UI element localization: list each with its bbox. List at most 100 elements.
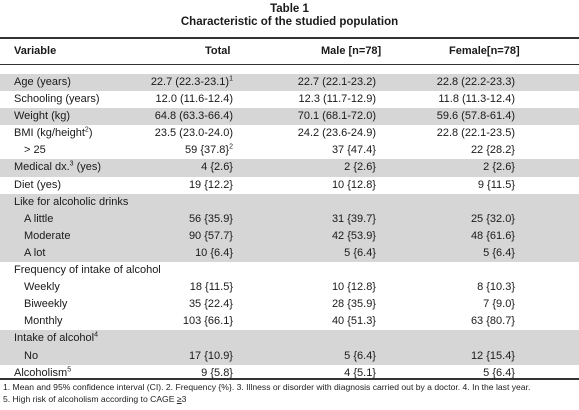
table-row: Diet (yes) 19 {12.2} 10 {12.8} 9 {11.5}	[0, 177, 579, 194]
row-total: 17 {10.9}	[188, 349, 233, 362]
row-male: 31 {39.7}	[331, 212, 376, 225]
header-male: Male [n=78]	[321, 45, 382, 57]
table-row: Frequency of intake of alcohol	[0, 262, 579, 279]
row-female: 7 {9.0}	[483, 298, 515, 311]
row-female: 59.6 (57.8-61.4)	[436, 110, 515, 123]
table-body: Age (years) 22.7 (22.3-23.1)1 22.7 (22.1-2…	[0, 74, 579, 382]
footnote-ref: 5	[67, 365, 72, 373]
row-female: 48 {61.6}	[470, 229, 515, 242]
row-variable: Weekly	[24, 281, 60, 294]
footnote-line-1: 1. Mean and 95% confidence interval (CI)…	[3, 382, 531, 392]
table-caption: Table 1 Characteristic of the studied po…	[0, 0, 579, 29]
row-total: 12.0 (11.6-12.4)	[155, 93, 233, 106]
row-female: 11.8 (11.3-12.4)	[438, 93, 515, 106]
row-male: 5 {6.4}	[344, 246, 376, 259]
row-female: 22.8 (22.1-23.5)	[436, 127, 515, 140]
row-total: 64.8 (63.3-66.4)	[154, 110, 233, 123]
row-variable: Intake of alcohol4	[14, 331, 99, 345]
table-row: BMI (kg/height2) 23.5 (23.0-24.0) 24.2 (23…	[0, 125, 579, 142]
row-variable: Medical dx.3 (yes)	[14, 160, 102, 174]
table-row: Biweekly 35 {22.4} 28 {35.9} 7 {9.0}	[0, 296, 579, 313]
table-row: Like for alcoholic drinks	[0, 193, 579, 211]
row-female: 2 {2.6}	[483, 161, 515, 174]
row-total: 59 {37.8}2	[185, 143, 233, 157]
row-female: 5 {6.4}	[483, 246, 515, 259]
row-variable: Schooling (years)	[14, 93, 100, 106]
table-row: Weekly 18 {11.5} 10 {12.8} 8 {10.3}	[0, 279, 579, 296]
table-footnotes: 1. Mean and 95% confidence interval (CI)…	[3, 381, 578, 405]
row-variable: Weight (kg)	[14, 110, 71, 123]
row-total: 90 {57.7}	[188, 229, 233, 242]
table-row: Age (years) 22.7 (22.3-23.1)1 22.7 (22.1-2…	[0, 74, 579, 92]
footnote-ref: 2	[84, 126, 89, 134]
row-variable: Moderate	[24, 229, 71, 242]
row-variable: A lot	[24, 246, 46, 259]
row-total: 22.7 (22.3-23.1)1	[150, 75, 233, 88]
row-variable: No	[24, 349, 39, 362]
table-title: Characteristic of the studied population	[180, 16, 399, 28]
row-female: 12 {15.4}	[470, 349, 515, 362]
row-total: 35 {22.4}	[188, 298, 233, 311]
footnote-ref: 4	[94, 331, 99, 339]
table-row: No 17 {10.9} 5 {6.4} 12 {15.4}	[0, 347, 579, 365]
row-variable: Alcoholism5	[14, 365, 72, 379]
table-header: Variable Total Male [n=78] Female[n=78]	[0, 40, 579, 62]
row-variable: A little	[24, 212, 54, 225]
row-total: 19 {12.2}	[188, 178, 233, 191]
row-male: 10 {12.8}	[331, 178, 376, 191]
table-row: Weight (kg) 64.8 (63.3-66.4) 70.1 (68.1-72…	[0, 108, 579, 126]
table-row: Moderate 90 {57.7} 42 {53.9} 48 {61.6}	[0, 227, 579, 245]
row-variable: Like for alcoholic drinks	[14, 195, 129, 208]
header-total: Total	[205, 45, 231, 57]
table-row: Schooling (years) 12.0 (11.6-12.4) 12.3 (1…	[0, 91, 579, 108]
row-male: 5 {6.4}	[344, 349, 376, 362]
row-male: 22.7 (22.1-23.2)	[297, 76, 376, 88]
row-male: 42 {53.9}	[331, 229, 376, 242]
footnote-ref: 2	[229, 143, 233, 151]
header-female: Female[n=78]	[449, 45, 520, 57]
top-rule	[0, 37, 579, 39]
table-label: Table 1	[270, 3, 309, 15]
row-total: 4 {2.6}	[201, 161, 233, 174]
footnote-ref: 3	[69, 160, 74, 168]
row-variable: Monthly	[24, 315, 63, 328]
bottom-rule	[0, 378, 579, 380]
geq-symbol: ≥	[176, 394, 182, 404]
row-female: 9 {11.5}	[477, 178, 515, 191]
row-variable: Biweekly	[24, 298, 68, 311]
row-female: 22 {28.2}	[470, 144, 515, 157]
row-male: 2 {2.6}	[344, 161, 376, 174]
table-row: A little 56 {35.9} 31 {39.7} 25 {32.0}	[0, 210, 579, 228]
row-female: 63 {80.7}	[470, 315, 515, 328]
row-male: 12.3 (11.7-12.9)	[298, 93, 376, 106]
row-total: 56 {35.9}	[188, 212, 233, 225]
footnote-5-text: 5. High risk of alcoholism according to …	[3, 394, 177, 404]
row-variable: Frequency of intake of alcohol	[14, 264, 161, 277]
row-female: 25 {32.0}	[470, 212, 515, 225]
header-rule	[0, 64, 579, 65]
table-row: Monthly 103 {66.1} 40 {51.3} 63 {80.7}	[0, 313, 579, 330]
header-variable: Variable	[14, 45, 57, 57]
table-row: Medical dx.3 (yes) 4 {2.6} 2 {2.6} 2 {2.6}	[0, 159, 579, 177]
table-row: > 25 59 {37.8}2 37 {47.4} 22 {28.2}	[0, 142, 579, 159]
row-male: 10 {12.8}	[331, 281, 376, 294]
row-variable: Diet (yes)	[14, 178, 62, 191]
row-male: 24.2 (23.6-24.9)	[297, 127, 376, 140]
row-male: 28 {35.9}	[331, 298, 376, 311]
row-variable: BMI (kg/height2)	[14, 126, 93, 140]
table-row: Alcoholism5 9 {5.8} 4 {5.1} 5 {6.4}	[0, 365, 579, 382]
row-total: 10 {6.4}	[195, 246, 233, 259]
row-male: 37 {47.4}	[331, 144, 376, 157]
row-total: 103 {66.1}	[182, 315, 233, 328]
row-variable: Age (years)	[14, 76, 71, 88]
footnote-5-value: 3	[181, 394, 187, 404]
row-male: 70.1 (68.1-72.0)	[297, 110, 376, 123]
row-total: 23.5 (23.0-24.0)	[154, 127, 233, 140]
row-female: 5 {6.4}	[483, 366, 515, 379]
table-row: Intake of alcohol4	[0, 330, 579, 348]
footnote-ref: 1	[229, 75, 233, 83]
row-variable: > 25	[24, 144, 46, 157]
row-female: 8 {10.3}	[477, 281, 515, 294]
table-row: A lot 10 {6.4} 5 {6.4} 5 {6.4}	[0, 244, 579, 263]
